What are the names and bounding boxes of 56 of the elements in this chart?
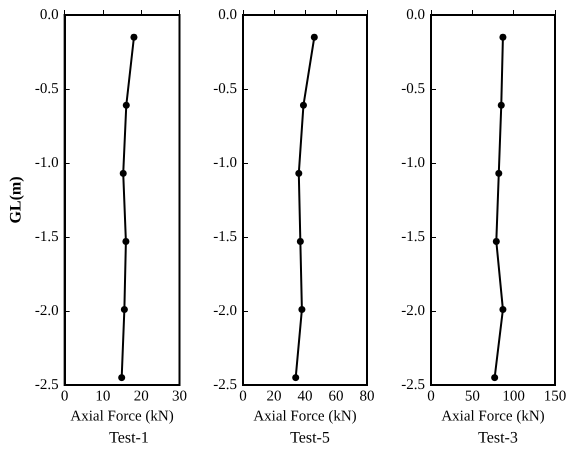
point	[130, 34, 138, 41]
y-tick-label: -1.0	[401, 155, 425, 171]
x-tick-label: 20	[266, 388, 282, 404]
y-tick-label: -1.5	[401, 229, 425, 245]
y-tick-label: -1.0	[34, 155, 59, 171]
y-tick-label: -1.0	[213, 155, 237, 171]
x-tick-label: 50	[464, 388, 480, 404]
x-axis-title: Axial Force (kN)	[253, 408, 357, 424]
x-tick-label: 100	[502, 388, 525, 404]
y-tick-label: -1.5	[34, 229, 59, 245]
y-tick-label: 0.0	[406, 7, 425, 23]
y-tick-label: -2.5	[34, 377, 59, 393]
x-tick-label: 10	[95, 388, 110, 404]
point	[298, 306, 306, 314]
x-tick-label: 0	[427, 388, 435, 404]
text: Test-5	[290, 430, 330, 446]
point	[499, 306, 506, 314]
point	[292, 374, 300, 382]
y-tick-label: 0.0	[40, 7, 59, 23]
x-axis-title: Axial Force (kN)	[70, 408, 174, 424]
point	[120, 170, 127, 177]
point	[498, 102, 505, 109]
y-tick-label: -0.5	[34, 81, 59, 97]
y-axis-title: GL(m)	[8, 176, 24, 224]
y-tick-label: -2.5	[213, 377, 237, 393]
x-tick-label: 150	[544, 388, 566, 404]
point	[492, 238, 500, 245]
point	[491, 374, 498, 382]
y-tick-label: -2.5	[401, 377, 425, 393]
x-tick-label: 0	[60, 388, 68, 404]
y-tick-label: -2.0	[401, 303, 425, 319]
x-tick-label: 30	[172, 388, 187, 404]
point	[310, 34, 318, 41]
point	[295, 170, 302, 177]
y-tick-label: -0.5	[401, 81, 425, 97]
point	[296, 238, 304, 245]
point	[122, 238, 130, 245]
y-tick-label: -2.0	[34, 303, 59, 319]
point	[495, 170, 502, 177]
x-tick-label: 40	[298, 388, 312, 404]
y-tick-label: -1.5	[213, 229, 237, 245]
text: Test-1	[109, 430, 149, 446]
x-tick-label: 20	[134, 388, 149, 404]
point	[118, 374, 126, 382]
y-tick-label: -2.0	[213, 303, 237, 319]
x-tick-label: 60	[328, 388, 344, 404]
y-tick-label: -0.5	[213, 81, 237, 97]
x-tick-label: 80	[360, 388, 374, 404]
x-tick-label: 0	[239, 388, 247, 404]
point	[499, 34, 506, 41]
point	[300, 102, 307, 109]
point	[122, 102, 130, 109]
point	[120, 306, 128, 314]
text: Test-3	[478, 430, 518, 446]
x-axis-title: Axial Force (kN)	[441, 408, 545, 424]
y-tick-label: 0.0	[218, 7, 237, 23]
